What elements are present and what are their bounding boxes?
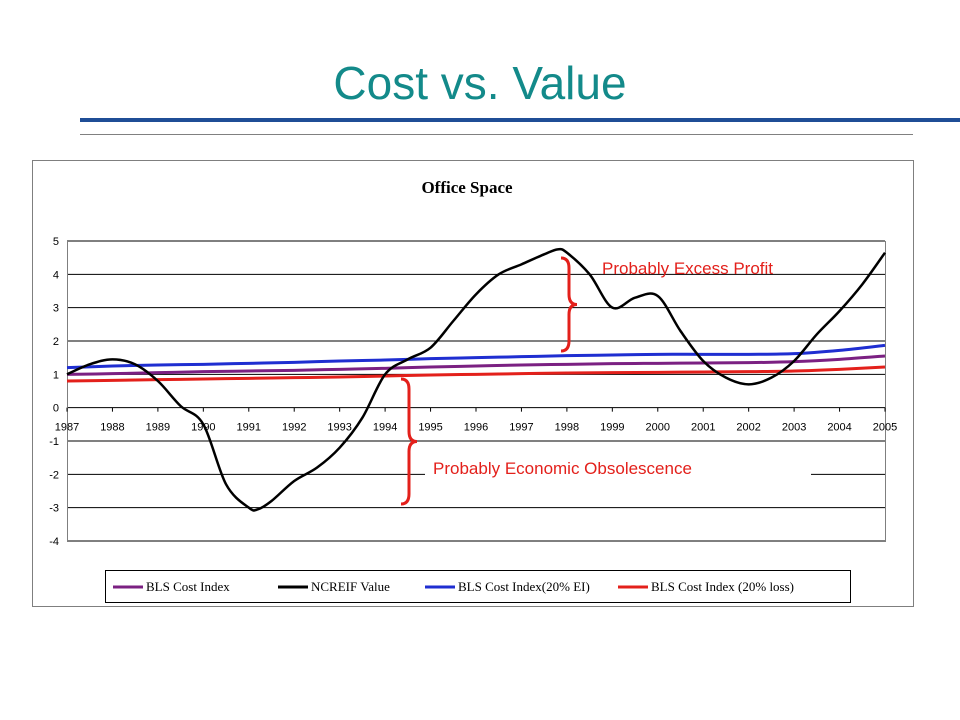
x-tick-label: 2001 xyxy=(691,422,715,434)
chart-title: Office Space xyxy=(421,178,513,197)
x-tick-label: 1988 xyxy=(100,422,124,434)
obsolescence-brace xyxy=(400,377,418,506)
x-tick-label: 1999 xyxy=(600,422,624,434)
x-tick-label: 2002 xyxy=(736,422,760,434)
x-tick-label: 1991 xyxy=(237,422,261,434)
y-tick-label: 5 xyxy=(53,236,59,248)
slide-title: Cost vs. Value xyxy=(333,57,627,109)
x-tick-label: 1997 xyxy=(509,422,533,434)
series-line-3 xyxy=(66,365,886,383)
legend-label: BLS Cost Index xyxy=(146,579,230,594)
y-tick-label: 4 xyxy=(53,269,59,281)
x-tick-label: 2005 xyxy=(873,422,897,434)
y-tick-label: -4 xyxy=(49,536,59,548)
annotation-economic-obsolescence: Probably Economic Obsolescence xyxy=(433,459,692,478)
x-tick-label: 1996 xyxy=(464,422,488,434)
y-tick-label: 2 xyxy=(53,336,59,348)
line-chart: Office Space 5 4 3 2 1 0 -1 -2 -3 -4 1987 1988 1989… xyxy=(49,178,897,603)
x-tick-label: 1990 xyxy=(191,422,215,434)
chart-frame: Office Space 5 4 3 2 1 0 -1 -2 -3 -4 1987 1988 1989… xyxy=(32,160,914,607)
x-tick-label: 1993 xyxy=(327,422,351,434)
series-line-2 xyxy=(66,343,886,370)
y-tick-label: 3 xyxy=(53,303,59,315)
y-tick-label: -3 xyxy=(49,503,59,515)
x-tick-label: 1995 xyxy=(418,422,442,434)
x-tick-label: 2004 xyxy=(827,422,851,434)
x-tick-label: 1994 xyxy=(373,422,397,434)
legend-label: NCREIF Value xyxy=(311,579,390,594)
title-underline-blue xyxy=(80,118,960,122)
annotation-excess-profit: Probably Excess Profit xyxy=(602,259,773,278)
x-tick-label: 1989 xyxy=(146,422,170,434)
legend-label: BLS Cost Index (20% loss) xyxy=(651,579,794,594)
legend-label: BLS Cost Index(20% EI) xyxy=(458,579,590,594)
excess-profit-brace xyxy=(560,256,578,353)
title-underline-gray xyxy=(80,134,913,135)
series-line-1 xyxy=(66,247,887,512)
x-tick-label: 1987 xyxy=(55,422,79,434)
y-tick-label: -1 xyxy=(49,436,59,448)
x-tick-label: 1998 xyxy=(555,422,579,434)
x-tick-label: 2000 xyxy=(646,422,670,434)
annotation-background xyxy=(425,451,811,485)
x-tick-label: 1992 xyxy=(282,422,306,434)
plot-area xyxy=(67,241,886,542)
y-tick-label: 0 xyxy=(53,403,59,415)
y-tick-label: -2 xyxy=(49,469,59,481)
series-line-0 xyxy=(66,354,886,376)
legend-box xyxy=(105,570,851,603)
y-tick-label: 1 xyxy=(53,369,59,381)
x-tick-label: 2003 xyxy=(782,422,806,434)
